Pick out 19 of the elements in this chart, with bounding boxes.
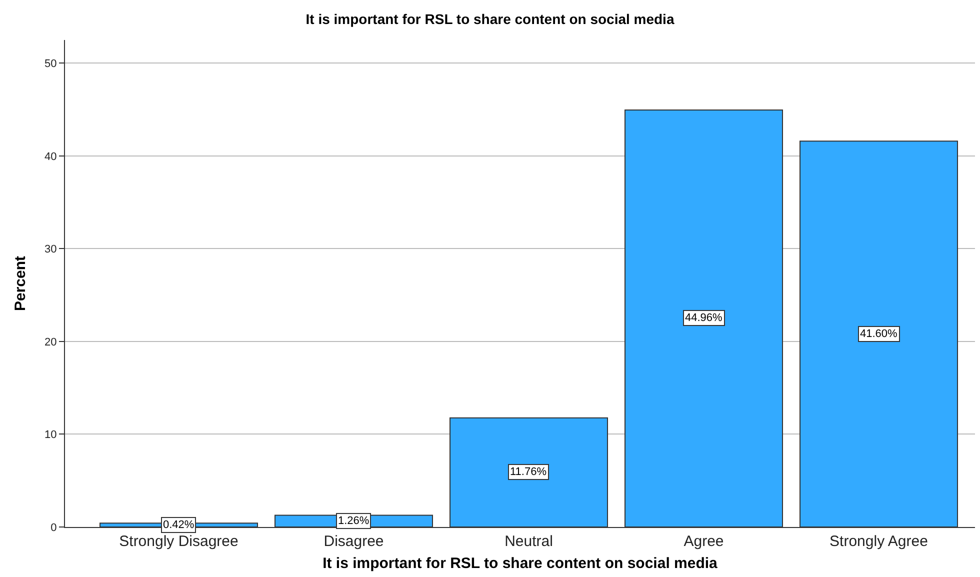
data-label: 11.76% xyxy=(510,466,547,478)
y-tick-label: 10 xyxy=(44,429,57,442)
x-tick-label: Strongly Agree xyxy=(830,533,928,550)
y-tick-label: 0 xyxy=(50,522,57,534)
data-label: 44.96% xyxy=(685,312,723,324)
y-axis-title: Percent xyxy=(12,256,29,312)
x-axis-title: It is important for RSL to share content on social media xyxy=(322,555,718,572)
x-tick-label: Strongly Disagree xyxy=(119,533,238,550)
y-tick-label: 30 xyxy=(44,244,57,256)
chart-title: It is important for RSL to share content on social media xyxy=(306,11,674,28)
y-tick-label: 20 xyxy=(44,336,57,348)
y-tick-label: 50 xyxy=(44,58,57,70)
data-label: 0.42% xyxy=(163,519,194,531)
x-tick-label: Neutral xyxy=(504,533,553,550)
x-tick-label: Disagree xyxy=(324,533,384,550)
x-tick-label: Agree xyxy=(684,533,724,550)
data-label: 1.26% xyxy=(338,515,370,527)
y-tick-label: 40 xyxy=(44,150,57,163)
data-label: 41.60% xyxy=(860,328,898,340)
